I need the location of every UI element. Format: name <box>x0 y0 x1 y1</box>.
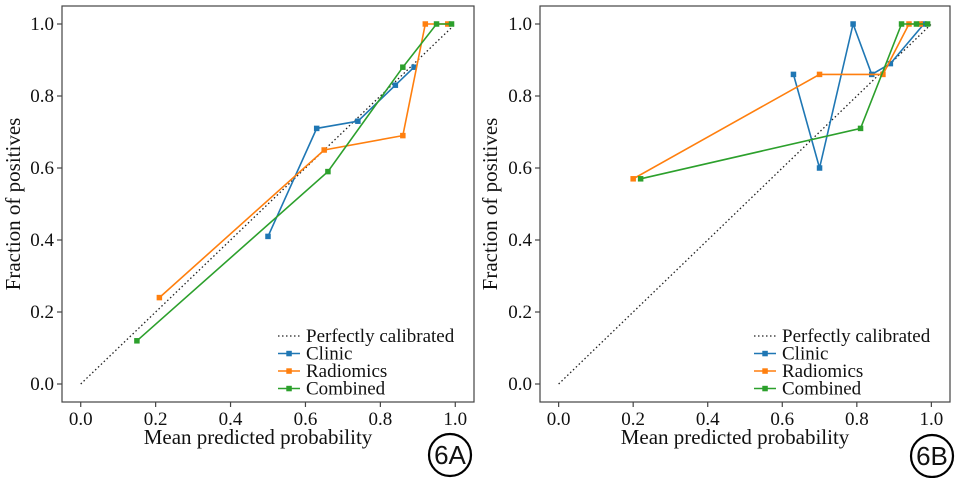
legend-marker <box>762 385 768 392</box>
series-line-combined <box>136 23 452 342</box>
data-point-clinic <box>411 64 417 70</box>
legend-label: Combined <box>306 379 386 400</box>
y-tick-label: 0.0 <box>508 374 532 395</box>
x-tick-label: 0.4 <box>219 409 243 430</box>
data-point-clinic <box>816 165 823 171</box>
legend-marker <box>286 350 292 357</box>
x-tick-label: 0.8 <box>845 409 869 430</box>
data-point-combined <box>325 168 331 175</box>
series-line-clinic <box>267 66 415 237</box>
y-axis-label: Fraction of positives <box>478 118 502 291</box>
data-point-radiomics <box>422 21 429 27</box>
legend-marker <box>286 368 292 374</box>
data-point-combined <box>448 21 455 27</box>
legend-marker <box>286 385 292 392</box>
badge-circle <box>909 433 955 478</box>
data-point-combined <box>134 338 140 344</box>
y-tick-label: 0.2 <box>508 302 532 323</box>
legend-label: Combined <box>782 379 862 400</box>
data-point-combined <box>857 125 864 132</box>
panel-label-badge: 6B <box>909 433 955 478</box>
plot-frame <box>539 5 951 403</box>
panel-label: 6A <box>434 440 466 470</box>
data-point-combined <box>913 21 920 27</box>
data-point-radiomics <box>880 71 886 78</box>
legend-label: Clinic <box>782 344 828 365</box>
data-point-clinic <box>887 60 894 67</box>
badge-circle <box>427 432 473 478</box>
panel-label-badge: 6A <box>427 432 473 478</box>
y-tick-label: 0.4 <box>508 230 532 251</box>
x-tick-label: 0.6 <box>770 409 794 430</box>
panel-6a: 0.0 0.2 0.4 0.6 0.8 1.0 0.0 0.2 0.4 0.6 0.8 1.0 Mean… <box>1 5 475 478</box>
x-tick-label: 0.0 <box>547 409 571 430</box>
y-tick-label: 0.6 <box>30 158 54 179</box>
data-point-clinic <box>313 125 320 132</box>
x-tick-label: 1.0 <box>443 409 467 430</box>
data-point-combined <box>924 21 931 27</box>
y-tick-label: 1.0 <box>30 14 54 35</box>
x-axis-label: Mean predicted probability <box>144 425 373 449</box>
data-point-clinic <box>392 82 399 88</box>
series-line-clinic <box>792 21 925 169</box>
legend-label: Clinic <box>306 344 352 365</box>
x-tick-label: 0.4 <box>696 409 720 430</box>
x-tick-label: 0.2 <box>144 409 168 430</box>
x-tick-label: 0.6 <box>294 409 318 430</box>
legend-marker <box>762 350 768 357</box>
x-tick-label: 0.0 <box>69 409 93 430</box>
y-tick-label: 0.8 <box>508 86 532 107</box>
data-point-clinic <box>355 118 361 124</box>
legend: Perfectly calibratedClinicRadiomicsCombi… <box>754 326 931 400</box>
x-tick-label: 0.8 <box>368 409 392 430</box>
panel-label: 6B <box>916 441 948 471</box>
data-point-combined <box>898 21 905 27</box>
x-tick-label: 1.0 <box>919 409 943 430</box>
legend-label: Perfectly calibrated <box>782 326 931 347</box>
legend-label: Perfectly calibrated <box>306 326 455 347</box>
data-point-radiomics <box>630 176 636 182</box>
series-line-combined <box>640 23 928 180</box>
y-tick-label: 0.2 <box>30 302 54 323</box>
plot-frame <box>61 5 475 403</box>
y-tick-label: 0.6 <box>508 158 532 179</box>
data-point-radiomics <box>156 294 163 301</box>
data-point-clinic <box>790 71 797 78</box>
data-point-radiomics <box>400 132 406 139</box>
data-point-radiomics <box>321 147 327 153</box>
data-point-combined <box>433 21 440 27</box>
y-tick-label: 0.0 <box>30 374 54 395</box>
data-point-clinic <box>850 21 856 27</box>
y-tick-label: 0.4 <box>30 230 54 251</box>
data-point-clinic <box>265 233 271 240</box>
y-axis-label: Fraction of positives <box>1 118 25 291</box>
x-tick-label: 0.2 <box>621 409 645 430</box>
data-point-radiomics <box>816 71 823 78</box>
y-tick-label: 1.0 <box>508 14 532 35</box>
data-point-combined <box>637 176 644 182</box>
legend-label: Radiomics <box>306 361 387 382</box>
series-line-radiomics <box>632 23 921 180</box>
x-axis-label: Mean predicted probability <box>621 425 850 449</box>
data-point-combined <box>400 64 406 70</box>
panel-6b: 0.0 0.2 0.4 0.6 0.8 1.0 0.0 0.2 0.4 0.6 0.8 1.0 Mean… <box>478 5 955 478</box>
legend: Perfectly calibratedClinicRadiomicsCombi… <box>278 326 455 400</box>
legend-marker <box>762 368 768 374</box>
legend-label: Radiomics <box>782 361 863 382</box>
y-tick-label: 0.8 <box>30 86 54 107</box>
